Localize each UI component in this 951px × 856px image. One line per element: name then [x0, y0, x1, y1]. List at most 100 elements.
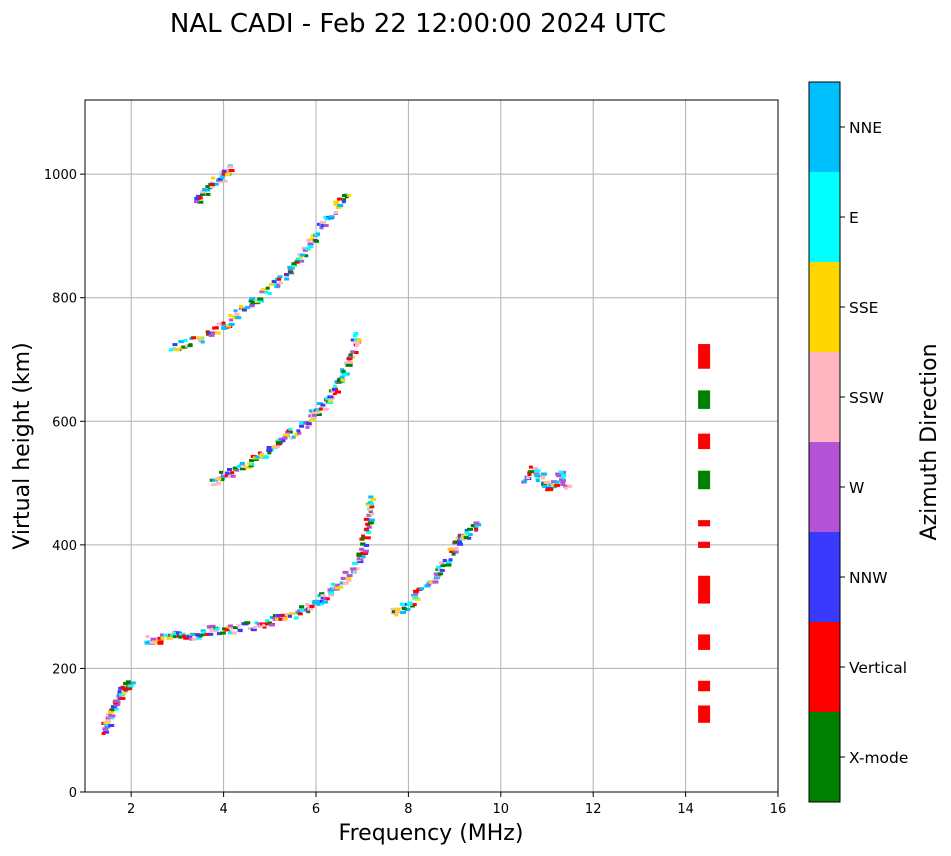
echo-point — [175, 631, 182, 635]
echo-point — [328, 399, 334, 403]
echo-point — [544, 480, 550, 484]
y-tick-label: 800 — [52, 292, 77, 307]
echo-point — [332, 584, 337, 588]
echo-point — [342, 198, 347, 202]
x-axis-label: Frequency (MHz) — [339, 821, 524, 846]
echo-point — [266, 448, 273, 452]
y-tick-label: 600 — [52, 415, 77, 430]
echo-point — [280, 613, 286, 617]
echo-point — [350, 338, 355, 342]
echo-point — [264, 290, 269, 294]
echo-bar — [698, 344, 711, 369]
echo-point — [306, 238, 312, 242]
echo-point — [144, 641, 151, 645]
echo-point — [272, 616, 278, 620]
echo-point — [216, 481, 222, 485]
echo-point — [190, 632, 196, 636]
echo-point — [413, 592, 419, 596]
echo-point — [410, 603, 417, 607]
echo-point — [210, 331, 217, 335]
echo-point — [460, 534, 467, 538]
echo-point — [245, 466, 252, 470]
echo-point — [276, 441, 283, 445]
echo-point — [332, 388, 337, 392]
echo-point — [204, 188, 211, 192]
echo-point — [433, 576, 440, 580]
echo-point — [440, 564, 446, 568]
echo-point — [211, 483, 218, 487]
echo-point — [311, 413, 317, 417]
echo-point — [445, 560, 452, 564]
echo-point — [108, 713, 113, 717]
colorbar-label: SSW — [849, 389, 884, 407]
colorbar-label: Vertical — [849, 659, 907, 677]
echo-point — [249, 297, 256, 301]
echo-point — [284, 613, 290, 617]
echo-point — [282, 436, 288, 440]
echo-point — [257, 297, 264, 301]
colorbar-label: NNW — [849, 569, 888, 587]
echo-point — [157, 636, 164, 640]
echo-point — [249, 304, 255, 308]
echo-point — [343, 361, 350, 365]
echo-point — [337, 203, 344, 207]
echo-point — [561, 473, 567, 477]
echo-point — [112, 707, 119, 711]
echo-point — [359, 547, 365, 551]
echo-point — [399, 602, 406, 606]
echo-point — [339, 375, 345, 379]
echo-point — [205, 330, 210, 334]
echo-point — [563, 484, 570, 488]
echo-point — [442, 558, 447, 562]
echo-point — [258, 624, 264, 628]
echo-point — [123, 681, 130, 685]
echo-point — [464, 528, 469, 532]
echo-point — [272, 614, 277, 618]
echo-point — [265, 619, 270, 623]
echo-point — [366, 513, 372, 517]
echo-point — [540, 476, 545, 480]
echo-point — [150, 637, 157, 641]
echo-point — [221, 172, 228, 176]
echo-point — [107, 710, 114, 714]
echo-point — [228, 624, 234, 628]
echo-trace — [144, 495, 377, 645]
echo-point — [221, 169, 227, 173]
echo-point — [219, 476, 226, 480]
echo-point — [216, 322, 223, 326]
echo-point — [252, 457, 259, 461]
colorbar-segment — [809, 352, 840, 442]
echo-point — [299, 605, 305, 609]
echo-point — [217, 177, 223, 181]
echo-point — [233, 309, 238, 313]
echo-point — [305, 422, 312, 426]
echo-point — [228, 627, 233, 631]
echo-trace — [209, 331, 362, 487]
echo-point — [220, 473, 226, 477]
echo-point — [314, 239, 320, 243]
echo-point — [315, 410, 320, 414]
echo-point — [220, 323, 226, 327]
echo-point — [291, 262, 297, 266]
x-tick-label: 14 — [677, 802, 694, 817]
echo-point — [197, 196, 203, 200]
colorbar-segment — [809, 82, 840, 172]
echo-point — [327, 395, 334, 399]
echo-point — [361, 555, 366, 559]
echo-point — [103, 730, 110, 734]
echo-point — [522, 479, 527, 483]
echo-point — [202, 630, 207, 634]
echo-point — [126, 686, 133, 690]
colorbar-segment — [809, 172, 840, 262]
echo-point — [473, 521, 480, 525]
echo-point — [329, 587, 335, 591]
echo-point — [301, 246, 307, 250]
echo-point — [221, 471, 227, 475]
echo-point — [209, 183, 216, 187]
echo-point — [316, 412, 322, 416]
echo-point — [160, 636, 165, 640]
echo-point — [250, 628, 257, 632]
x-tick-label: 2 — [127, 802, 135, 817]
echo-point — [305, 247, 311, 251]
echo-point — [267, 451, 272, 455]
